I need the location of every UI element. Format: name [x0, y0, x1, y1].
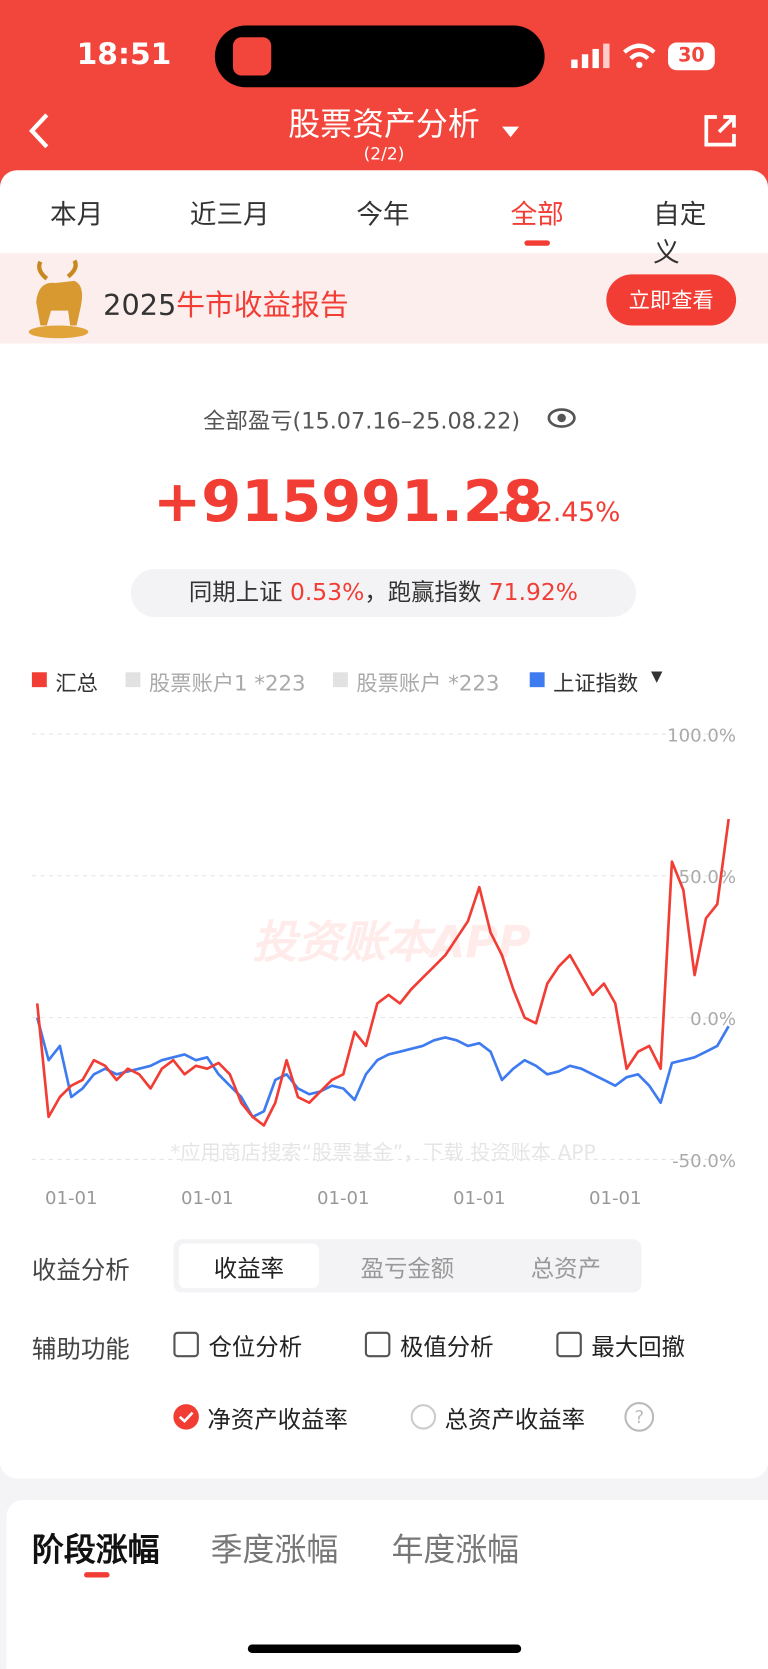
x-tick-label: 01-01 [181, 1188, 234, 1209]
banner-year: 2025 [103, 289, 177, 323]
page-title: 股票资产分析 [288, 106, 480, 144]
x-tick-label: 01-01 [45, 1188, 98, 1209]
period-tab[interactable]: 自定义 [653, 198, 707, 269]
title-dropdown[interactable] [500, 124, 521, 139]
legend-label[interactable]: 股票账户 *223 [356, 670, 500, 696]
radio[interactable] [410, 1404, 437, 1430]
period-tab[interactable]: 本月 [49, 198, 104, 230]
home-indicator [247, 1644, 522, 1654]
back-button[interactable] [23, 111, 55, 151]
series-line [35, 818, 730, 1127]
legend-swatch [31, 672, 47, 688]
chart-footnote: *应用商店搜索“股票基金”，下载 投资账本 APP [170, 1140, 596, 1164]
period-tab[interactable]: 今年 [356, 198, 410, 230]
checkbox-label[interactable]: 极值分析 [399, 1334, 494, 1362]
banner-title: 牛市收益报告 [176, 289, 349, 323]
dynamic-island [214, 25, 545, 88]
svg-text:?: ? [634, 1407, 644, 1428]
y-tick-label: 100.0% [667, 725, 736, 746]
checkbox-label[interactable]: 最大回撤 [591, 1334, 686, 1362]
legend-swatch [529, 672, 545, 688]
active-segment [178, 1243, 320, 1289]
x-tick-label: 01-01 [589, 1188, 642, 1209]
radio-label[interactable]: 净资产收益率 [207, 1407, 348, 1434]
signal-icon [571, 43, 610, 69]
series-line [35, 1017, 730, 1119]
page-subtitle: (2/2) [363, 143, 405, 164]
share-button[interactable] [702, 113, 738, 149]
bottom-tab[interactable]: 阶段涨幅 [31, 1531, 160, 1569]
y-tick-label: 0.0% [690, 1009, 736, 1030]
benchmark-pill: 同期上证 0.53%，跑赢指数 71.92% [130, 569, 637, 617]
bull-icon [28, 259, 89, 339]
status-time: 18:51 [76, 36, 172, 72]
help-icon[interactable]: ? [623, 1401, 655, 1433]
period-tab[interactable]: 近三月 [189, 198, 270, 230]
chart-watermark: 投资账本APP [252, 916, 531, 968]
legend-swatch [125, 672, 141, 688]
banner-text: 2025牛市收益报告 [103, 282, 348, 323]
legend-swatch [332, 672, 348, 688]
eye-toggle[interactable] [547, 404, 577, 432]
excess-return: 71.92% [488, 579, 579, 607]
battery: 30 [668, 42, 715, 71]
legend-label[interactable]: 上证指数 [553, 670, 639, 696]
x-tick-label: 01-01 [317, 1188, 370, 1209]
legend-label[interactable]: 股票账户1 *223 [148, 670, 306, 696]
summary-label: 全部盈亏(15.07.16–25.08.22) [203, 408, 521, 434]
checkbox[interactable] [173, 1331, 199, 1358]
analysis-option[interactable]: 收益率 [213, 1256, 285, 1283]
detail-card [6, 1499, 768, 1669]
legend-label[interactable]: 汇总 [55, 670, 98, 696]
radio-label[interactable]: 总资产收益率 [444, 1407, 586, 1434]
y-tick-label: -50.0% [672, 1151, 736, 1172]
aux-label: 辅助功能 [31, 1336, 130, 1364]
banner[interactable]: 2025牛市收益报告 立即查看 [0, 253, 768, 344]
radio-check [178, 1411, 194, 1423]
app-icon [232, 37, 272, 76]
checkbox[interactable] [556, 1331, 582, 1358]
analysis-option[interactable]: 总资产 [530, 1256, 602, 1283]
wifi-icon [623, 43, 656, 69]
x-tick-label: 01-01 [453, 1188, 506, 1209]
total-return: +72.45% [496, 496, 621, 528]
benchmark-label: 同期上证 [188, 579, 283, 607]
bottom-tab[interactable]: 年度涨幅 [391, 1531, 520, 1569]
radio[interactable] [173, 1404, 199, 1430]
active-tab-indicator [524, 240, 550, 246]
bottom-tab-indicator [84, 1572, 110, 1578]
y-tick-label: 50.0% [679, 867, 736, 888]
benchmark-return: 0.53% [289, 579, 365, 607]
checkbox-label[interactable]: 仓位分析 [208, 1334, 303, 1362]
view-report-button[interactable]: 立即查看 [606, 274, 737, 326]
analysis-label: 收益分析 [31, 1257, 130, 1285]
period-tab[interactable]: 全部 [510, 198, 564, 230]
legend-dropdown[interactable]: ▼ [650, 668, 663, 686]
excess-label: ，跑赢指数 [364, 579, 482, 607]
bottom-tab[interactable]: 季度涨幅 [210, 1531, 339, 1569]
checkbox[interactable] [364, 1331, 391, 1358]
total-profit: +915991.28 [153, 468, 543, 536]
analysis-option[interactable]: 盈亏金额 [360, 1256, 455, 1283]
